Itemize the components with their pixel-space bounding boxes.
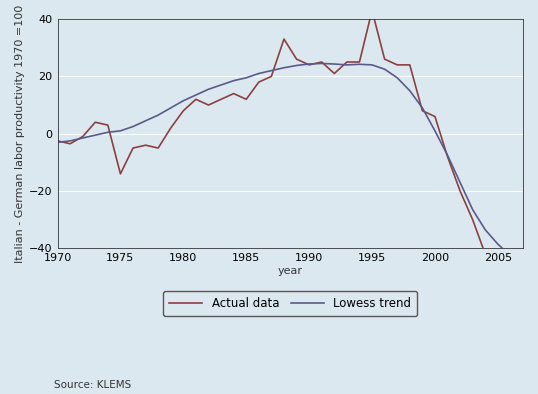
Actual data (80, 134, 86, 139)
Actual data (167, 126, 174, 130)
Lowess trend (92, 133, 98, 138)
Lowess trend (318, 61, 325, 66)
Line: Lowess trend: Lowess trend (58, 63, 523, 257)
Lowess trend (293, 63, 300, 68)
Y-axis label: Italian - German labor productivity 1970 =100: Italian - German labor productivity 1970… (15, 5, 25, 263)
Actual data (306, 63, 313, 67)
Text: Source: KLEMS: Source: KLEMS (54, 380, 131, 390)
Lowess trend (206, 87, 212, 92)
Lowess trend (507, 253, 514, 258)
Lowess trend (520, 255, 526, 259)
Lowess trend (407, 88, 413, 93)
Lowess trend (54, 140, 61, 145)
Actual data (356, 59, 363, 64)
Actual data (520, 255, 526, 259)
Actual data (206, 103, 212, 108)
Lowess trend (281, 65, 287, 70)
Actual data (243, 97, 250, 102)
Actual data (369, 8, 376, 13)
Lowess trend (419, 106, 426, 110)
Actual data (293, 57, 300, 61)
Lowess trend (394, 75, 400, 80)
Actual data (431, 114, 438, 119)
Lowess trend (230, 78, 237, 83)
Lowess trend (331, 61, 337, 66)
Actual data (318, 59, 325, 64)
Actual data (218, 97, 224, 102)
Actual data (381, 57, 388, 61)
Actual data (54, 139, 61, 143)
Lowess trend (193, 93, 199, 97)
Line: Actual data: Actual data (58, 10, 523, 257)
Lowess trend (356, 62, 363, 67)
Actual data (344, 59, 350, 64)
Lowess trend (494, 242, 501, 247)
Actual data (507, 255, 514, 259)
Actual data (155, 146, 161, 151)
Lowess trend (306, 61, 313, 66)
Actual data (180, 108, 187, 113)
Lowess trend (268, 68, 274, 73)
Lowess trend (369, 63, 376, 67)
Lowess trend (482, 227, 489, 232)
Actual data (331, 71, 337, 76)
Actual data (104, 123, 111, 128)
Actual data (193, 97, 199, 102)
Actual data (117, 171, 124, 176)
Lowess trend (67, 139, 73, 143)
Actual data (407, 63, 413, 67)
Actual data (143, 143, 149, 147)
Lowess trend (457, 180, 463, 185)
Lowess trend (218, 83, 224, 87)
Actual data (482, 252, 489, 256)
Actual data (470, 217, 476, 222)
Lowess trend (431, 128, 438, 133)
Actual data (268, 74, 274, 79)
Actual data (457, 189, 463, 193)
Actual data (67, 141, 73, 146)
Lowess trend (143, 119, 149, 123)
Lowess trend (117, 128, 124, 133)
Actual data (494, 255, 501, 259)
Lowess trend (470, 207, 476, 212)
Actual data (419, 108, 426, 113)
X-axis label: year: year (278, 266, 303, 276)
Lowess trend (130, 124, 136, 129)
Actual data (92, 120, 98, 125)
Actual data (444, 154, 451, 159)
Lowess trend (344, 63, 350, 67)
Lowess trend (180, 98, 187, 103)
Lowess trend (167, 106, 174, 110)
Lowess trend (155, 113, 161, 117)
Actual data (256, 80, 262, 84)
Lowess trend (444, 153, 451, 158)
Lowess trend (243, 75, 250, 80)
Actual data (230, 91, 237, 96)
Lowess trend (104, 130, 111, 135)
Lowess trend (381, 67, 388, 72)
Legend: Actual data, Lowess trend: Actual data, Lowess trend (163, 291, 417, 316)
Lowess trend (80, 136, 86, 140)
Lowess trend (256, 71, 262, 76)
Actual data (394, 63, 400, 67)
Actual data (130, 146, 136, 151)
Actual data (281, 37, 287, 41)
